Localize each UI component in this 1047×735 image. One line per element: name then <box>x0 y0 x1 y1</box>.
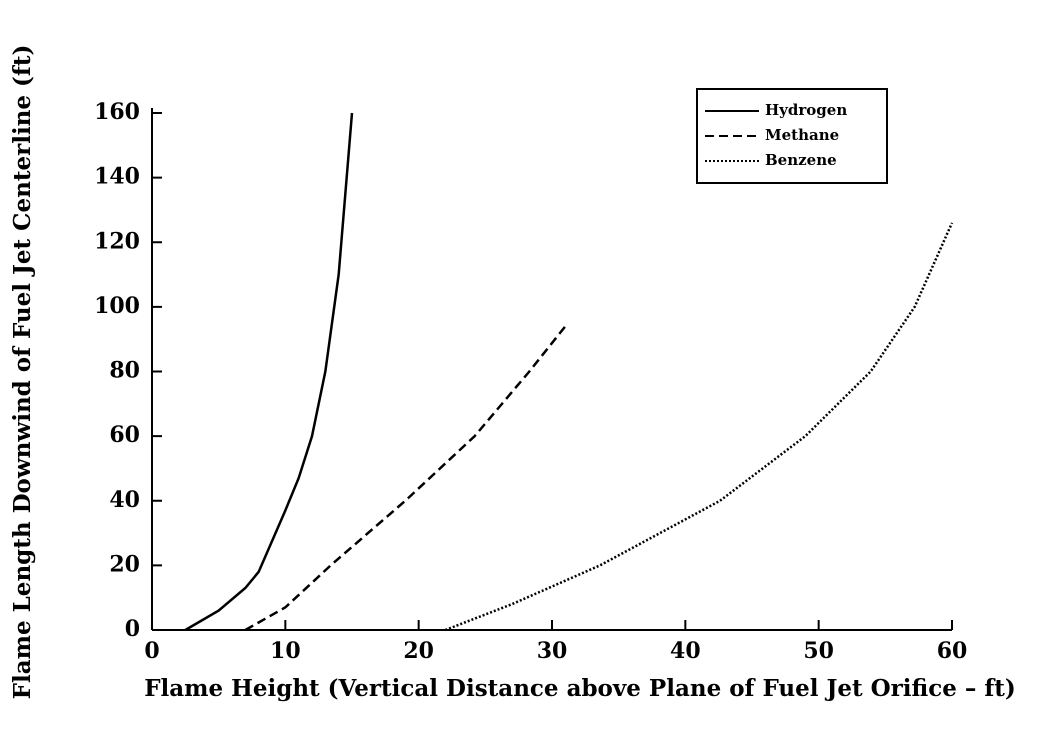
y-tick-label: 40 <box>109 487 140 513</box>
x-tick-label: 20 <box>403 638 434 664</box>
x-tick-label: 30 <box>537 638 568 664</box>
y-tick-label: 100 <box>94 293 140 319</box>
x-axis-label: Flame Height (Vertical Distance above Pl… <box>144 675 1016 702</box>
legend-label: Benzene <box>765 151 837 169</box>
series-line <box>444 222 954 632</box>
y-tick-label: 80 <box>109 358 140 384</box>
y-tick-label: 160 <box>94 99 140 125</box>
y-tick-label: 140 <box>94 164 140 190</box>
x-tick-label: 60 <box>937 638 968 664</box>
y-axis-label: Flame Length Downwind of Fuel Jet Center… <box>9 45 36 700</box>
x-tick-label: 40 <box>670 638 701 664</box>
y-tick-label: 60 <box>109 422 140 448</box>
legend-label: Hydrogen <box>765 101 847 119</box>
y-tick-label: 120 <box>94 228 140 254</box>
legend-label: Methane <box>765 126 839 144</box>
legend-box <box>696 88 888 184</box>
x-tick-label: 10 <box>270 638 301 664</box>
series-line <box>244 325 567 632</box>
x-tick-label: 50 <box>803 638 834 664</box>
y-tick-label: 0 <box>125 616 140 642</box>
x-tick-label: 0 <box>144 638 159 664</box>
series-line <box>184 112 354 632</box>
y-tick-label: 20 <box>109 551 140 577</box>
